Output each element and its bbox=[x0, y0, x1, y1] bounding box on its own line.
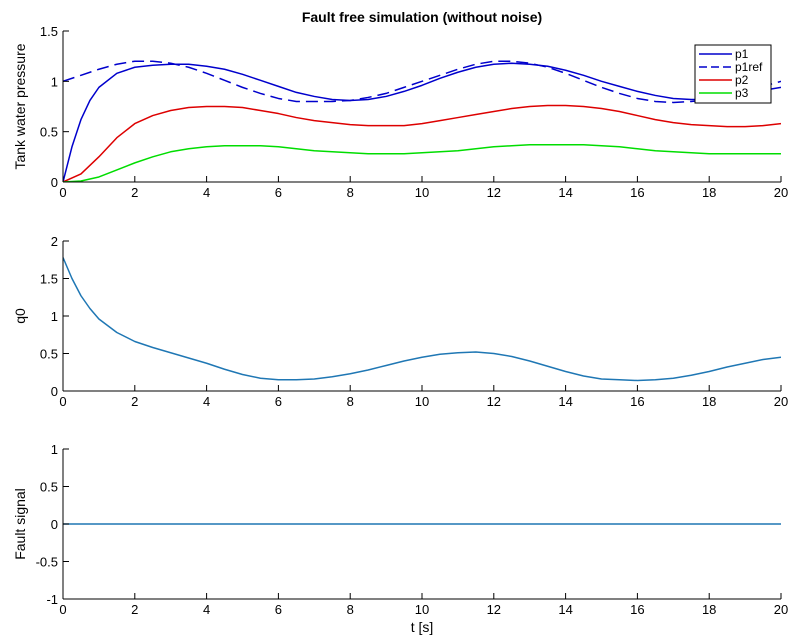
series-line-p1ref bbox=[63, 60, 781, 104]
y-tick-label: 1 bbox=[51, 74, 58, 89]
x-tick-label: 4 bbox=[203, 602, 210, 617]
plot-2: 0 2 4 6 8 10 12 14 16 18 20 0 0.5 1 1.5 2 q0 bbox=[12, 234, 788, 409]
x-tick-label: 12 bbox=[487, 394, 501, 409]
x-tick-label: 2 bbox=[131, 394, 138, 409]
x-tick-label: 12 bbox=[487, 185, 501, 200]
x-tick-label: 6 bbox=[275, 394, 282, 409]
x-tick-label: 0 bbox=[59, 602, 66, 617]
x-tick-label: 16 bbox=[630, 394, 644, 409]
x-tick-label: 4 bbox=[203, 185, 210, 200]
plot-1: 0 2 4 6 8 10 12 14 16 18 20 0 0.5 1 1.5 Tank water pres… bbox=[12, 9, 788, 200]
x-tick-label: 10 bbox=[415, 185, 429, 200]
x-tick-label: 8 bbox=[347, 602, 354, 617]
x-tick-label: 16 bbox=[630, 185, 644, 200]
plot-3: 0 2 4 6 8 10 12 14 16 18 20 -1 -0.5 0 0.5 1 Fault signal… bbox=[12, 442, 788, 635]
x-tick-label: 18 bbox=[702, 185, 716, 200]
y-tick-label: 1 bbox=[51, 442, 58, 457]
series-line-p2 bbox=[63, 104, 781, 182]
y-axis-label: Fault signal bbox=[12, 488, 28, 560]
x-tick-label: 14 bbox=[558, 185, 572, 200]
series-line-p1 bbox=[63, 62, 781, 182]
x-tick-label: 14 bbox=[558, 602, 572, 617]
y-tick-label: 0 bbox=[51, 175, 58, 190]
y-axis-label: q0 bbox=[12, 308, 28, 324]
x-tick-label: 2 bbox=[131, 185, 138, 200]
x-tick-label: 0 bbox=[59, 394, 66, 409]
y-axis-label: Tank water pressure bbox=[12, 43, 28, 169]
series-line-series-1 bbox=[63, 257, 781, 382]
legend-label-p1: p1 bbox=[735, 47, 749, 61]
x-tick-label: 20 bbox=[774, 185, 788, 200]
y-tick-label: -1 bbox=[46, 592, 58, 607]
x-tick-label: 8 bbox=[347, 185, 354, 200]
x-tick-label: 16 bbox=[630, 602, 644, 617]
y-tick-label: 0.5 bbox=[40, 480, 58, 495]
y-tick-label: 0 bbox=[51, 517, 58, 532]
x-tick-label: 18 bbox=[702, 394, 716, 409]
y-tick-label: 1 bbox=[51, 309, 58, 324]
y-tick-label: 0.5 bbox=[40, 125, 58, 140]
x-tick-label: 0 bbox=[59, 185, 66, 200]
x-tick-label: 20 bbox=[774, 394, 788, 409]
legend-label-p3: p3 bbox=[735, 86, 749, 100]
legend-label-p1ref: p1ref bbox=[735, 60, 763, 74]
x-tick-label: 6 bbox=[275, 602, 282, 617]
x-tick-label: 8 bbox=[347, 394, 354, 409]
y-tick-label: -0.5 bbox=[36, 555, 58, 570]
y-tick-label: 1.5 bbox=[40, 272, 58, 287]
x-tick-label: 6 bbox=[275, 185, 282, 200]
y-tick-label: 0 bbox=[51, 384, 58, 399]
y-tick-label: 1.5 bbox=[40, 24, 58, 39]
y-tick-label: 0.5 bbox=[40, 347, 58, 362]
y-tick-label: 2 bbox=[51, 234, 58, 249]
x-tick-label: 14 bbox=[558, 394, 572, 409]
x-tick-label: 10 bbox=[415, 602, 429, 617]
series-line-p3 bbox=[63, 144, 781, 182]
legend-label-p2: p2 bbox=[735, 73, 749, 87]
x-tick-label: 4 bbox=[203, 394, 210, 409]
x-axis-label: t [s] bbox=[411, 619, 434, 635]
chart-title: Fault free simulation (without noise) bbox=[302, 9, 542, 25]
x-tick-label: 2 bbox=[131, 602, 138, 617]
x-tick-label: 12 bbox=[487, 602, 501, 617]
x-tick-label: 18 bbox=[702, 602, 716, 617]
x-tick-label: 10 bbox=[415, 394, 429, 409]
x-tick-label: 20 bbox=[774, 602, 788, 617]
